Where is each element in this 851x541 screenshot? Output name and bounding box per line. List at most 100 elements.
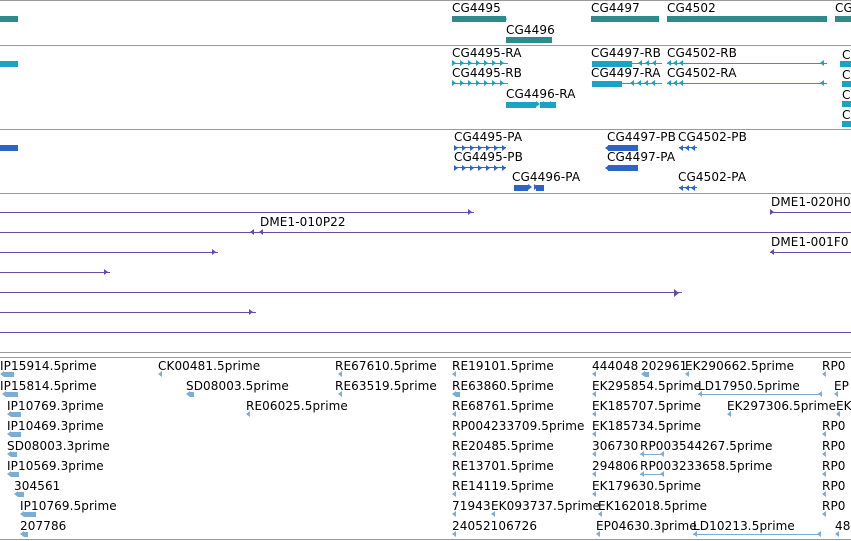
strand-right-arrow [212,249,216,255]
est-glyph[interactable] [18,492,24,497]
intron-line [592,63,662,64]
est-label: RP0 [822,359,846,373]
protein-label: CG4495-PB [454,150,523,164]
strand-right-arrow [503,16,507,22]
est-glyph[interactable] [11,472,19,477]
strand-left-arrow [691,185,695,191]
est-label: 294806 [592,459,639,473]
est-label: RP0 [822,439,846,453]
gene-glyph[interactable] [506,37,552,43]
est-label: RE67610.5prime [335,359,437,373]
est-label: RP0 [822,459,846,473]
est-label: RP004233709.5prime [452,419,585,433]
est-glyph [592,411,596,417]
track-separator [0,539,851,540]
strand-left-arrow [698,391,702,397]
protein-glyph[interactable] [536,185,544,191]
strand-right-arrow [500,80,504,86]
transcript-glyph[interactable] [540,102,556,108]
gene-glyph[interactable] [0,16,18,22]
protein-label: CG4495-PA [454,130,523,144]
est-label: CK00481.5prime [158,359,261,373]
protein-glyph[interactable] [608,145,638,151]
est-glyph[interactable] [6,392,18,397]
est-glyph [452,511,456,517]
strand-right-arrow [468,60,472,66]
clone-line [770,212,851,213]
transcript-glyph[interactable] [842,101,851,107]
strand-right-arrow [478,165,482,171]
est-glyph [0,371,4,377]
est-label: 48 [835,519,851,533]
est-glyph[interactable] [11,452,17,457]
strand-left-arrow [259,229,263,235]
transcript-glyph[interactable] [842,121,851,127]
est-glyph[interactable] [456,392,460,397]
strand-right-arrow [476,60,480,66]
est-glyph [7,431,11,437]
transcript-glyph[interactable] [592,61,632,67]
protein-glyph[interactable] [0,145,18,151]
est-label: RE19101.5prime [452,359,554,373]
est-glyph [452,391,456,397]
est-label: IP15914.5prime [0,359,97,373]
est-glyph [592,451,596,457]
strand-left-arrow [637,80,641,86]
est-label: 24052106726 [452,519,538,533]
protein-label: CG4496-PA [512,170,581,184]
est-glyph [822,431,826,437]
est-glyph [834,391,838,397]
est-glyph [491,511,495,517]
transcript-glyph[interactable] [0,61,18,67]
est-glyph [592,431,596,437]
est-label: RP0 [822,499,846,513]
est-label: RE20485.5prime [452,439,554,453]
est-glyph[interactable] [190,392,194,397]
strand-right-arrow [484,60,488,66]
clone-line [0,292,682,293]
est-glyph [452,371,456,377]
est-label: IP10469.3prime [7,419,104,433]
strand-right-arrow [452,60,456,66]
gene-glyph[interactable] [667,16,827,22]
transcript-glyph[interactable] [592,81,622,87]
est-glyph[interactable] [645,372,649,377]
est-glyph[interactable] [11,432,21,437]
strand-right-arrow [502,145,506,151]
gene-glyph[interactable] [591,16,659,22]
gene-glyph[interactable] [835,16,851,22]
gene-label: CG4496 [506,23,555,37]
transcript-glyph[interactable] [840,61,851,67]
gene-glyph[interactable] [452,16,506,22]
est-glyph[interactable] [4,372,14,377]
track-separator [0,129,851,130]
est-label: RE14119.5prime [452,479,554,493]
strand-right-arrow [492,80,496,86]
est-label: 207786 [20,519,67,533]
est-label: EK290662.5prime [685,359,795,373]
strand-right-arrow [460,60,464,66]
est-glyph[interactable] [24,512,36,517]
est-label: RE06025.5prime [246,399,348,413]
transcript-glyph[interactable] [506,102,536,108]
strand-right-arrow [468,209,472,215]
est-glyph [20,531,24,537]
strand-right-arrow [460,80,464,86]
est-glyph [596,531,600,537]
est-glyph [641,371,645,377]
transcript-glyph[interactable] [842,81,851,87]
est-label: EK162018.5prime [598,499,708,513]
est-glyph[interactable] [24,532,28,537]
est-label: EK [836,399,851,413]
protein-glyph[interactable] [514,185,528,191]
protein-label: CG4502-PA [678,170,747,184]
strand-right-arrow [249,309,253,315]
est-label: SD08003.5prime [186,379,289,393]
est-label: EK179630.5prime [592,479,702,493]
est-glyph [452,531,456,537]
protein-glyph[interactable] [608,165,638,171]
est-glyph[interactable] [11,412,21,417]
strand-left-arrow [693,531,697,537]
est-glyph [246,411,250,417]
transcript-label: CG4497-RA [591,66,661,80]
